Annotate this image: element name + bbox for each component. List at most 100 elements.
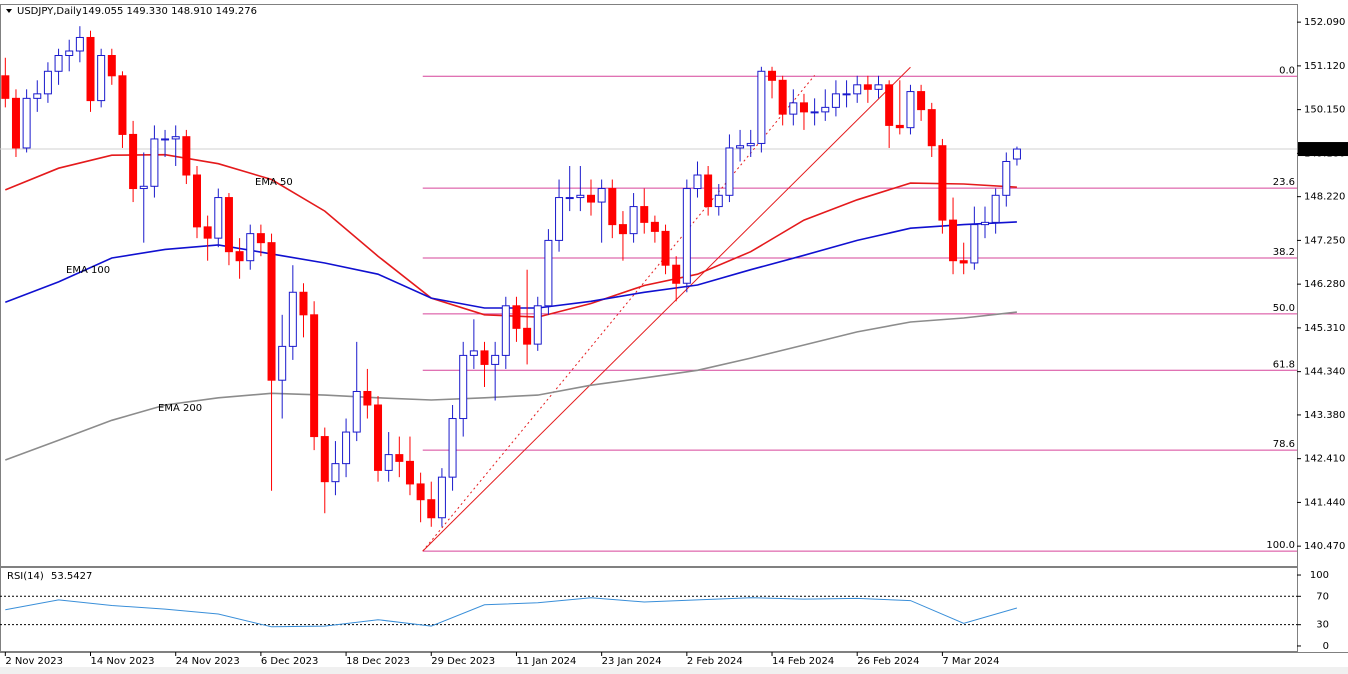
candle-body: [427, 499, 436, 519]
candle-body: [650, 221, 659, 232]
x-tick-label: 24 Nov 2023: [176, 656, 240, 667]
candle-body: [299, 291, 308, 316]
candle-body: [555, 197, 564, 241]
y-tick-label: 148.220: [1304, 192, 1345, 203]
y-tick-label: 144.340: [1304, 367, 1345, 378]
candle-body: [725, 147, 734, 196]
candle-body: [885, 84, 894, 126]
candle-body: [374, 404, 383, 471]
candle-body: [469, 350, 478, 356]
candle-body: [203, 226, 212, 239]
y-tick-label: 146.280: [1304, 279, 1345, 290]
candle-body: [512, 305, 521, 329]
candle-body: [1, 75, 10, 99]
candle-body: [363, 390, 372, 406]
candle-body: [118, 75, 127, 135]
candle-body: [437, 476, 446, 519]
rsi-line: [5, 597, 1018, 628]
rsi-y-tick-label: 100: [1310, 570, 1329, 581]
candle-body: [416, 483, 425, 501]
rsi-title: RSI(14): [7, 571, 44, 582]
candle-body: [842, 93, 851, 96]
last-price-box: [1298, 142, 1348, 157]
candle-body: [459, 354, 468, 420]
candle-body: [1002, 160, 1011, 196]
candle-body: [65, 50, 74, 57]
trendline: [422, 66, 911, 552]
candle-body: [810, 111, 819, 114]
candle-body: [778, 79, 787, 115]
x-tick-label: 7 Mar 2024: [942, 656, 999, 667]
candle-body: [618, 224, 627, 235]
candle-body: [959, 260, 968, 264]
rsi-y-tick-label: 0: [1323, 641, 1329, 652]
x-tick-label: 6 Dec 2023: [261, 656, 319, 667]
fib-label: 0.0: [1279, 65, 1295, 76]
candle-body: [565, 197, 574, 200]
y-tick-label: 141.440: [1304, 497, 1345, 508]
y-tick-label: 143.380: [1304, 410, 1345, 421]
candle-body: [171, 136, 180, 140]
rsi-pane: [0, 567, 1298, 652]
candle-body: [736, 145, 745, 149]
candle-body: [246, 233, 255, 262]
symbol-title: USDJPY,Daily: [17, 6, 82, 17]
candle-body: [331, 463, 340, 483]
x-tick-label: 26 Feb 2024: [857, 656, 919, 667]
candle-body: [597, 188, 606, 203]
candle-body: [320, 436, 329, 483]
y-tick-label: 140.470: [1304, 541, 1345, 552]
candle-body: [757, 70, 766, 144]
candle-body: [906, 91, 915, 129]
fib-label: 23.6: [1273, 177, 1295, 188]
x-tick-label: 14 Feb 2024: [772, 656, 834, 667]
candle-body: [821, 106, 830, 113]
candle-body: [789, 102, 798, 115]
candle-body: [831, 93, 840, 108]
candle-body: [917, 91, 926, 111]
candle-body: [533, 305, 542, 345]
ema-line: [4, 153, 1017, 318]
candle-body: [799, 102, 808, 113]
x-tick-label: 11 Jan 2024: [516, 656, 576, 667]
candle-body: [182, 136, 191, 176]
price-pane: [0, 4, 1298, 567]
candle-body: [310, 314, 319, 438]
x-tick-label: 29 Dec 2023: [431, 656, 495, 667]
ema-label: EMA 200: [158, 403, 202, 414]
fib-label: 38.2: [1273, 247, 1295, 258]
x-tick-label: 2 Feb 2024: [687, 656, 743, 667]
tab-strip[interactable]: [0, 667, 1348, 674]
candle-body: [129, 133, 138, 190]
rsi-y-tick-label: 70: [1316, 591, 1329, 602]
candle-body: [278, 345, 287, 381]
candle-body: [75, 36, 84, 52]
candle-body: [150, 138, 159, 187]
x-tick-label: 18 Dec 2023: [346, 656, 410, 667]
candle-body: [448, 418, 457, 478]
candle-body: [640, 206, 649, 223]
candle-body: [714, 194, 723, 208]
candle-body: [895, 124, 904, 129]
candle-body: [480, 350, 489, 365]
candle-body: [608, 188, 617, 226]
menu-triangle[interactable]: [6, 9, 12, 13]
candle-body: [54, 55, 63, 72]
ema-label: EMA 100: [66, 265, 110, 276]
candle-body: [395, 454, 404, 462]
candle-body: [970, 224, 979, 264]
fib-label: 61.8: [1273, 359, 1295, 370]
candle-body: [938, 145, 947, 221]
candle-body: [342, 431, 351, 465]
rsi-y-tick-label: 30: [1316, 620, 1329, 631]
ema-label: EMA 50: [255, 177, 293, 188]
candle-body: [214, 197, 223, 239]
candle-body: [746, 142, 755, 147]
candle-body: [693, 174, 702, 190]
candle-body: [352, 390, 361, 433]
fib-label: 78.6: [1273, 439, 1295, 450]
candle-body: [576, 194, 585, 199]
ohlc-header: 149.055 149.330 148.910 149.276: [82, 6, 257, 17]
x-tick-label: 14 Nov 2023: [91, 656, 155, 667]
